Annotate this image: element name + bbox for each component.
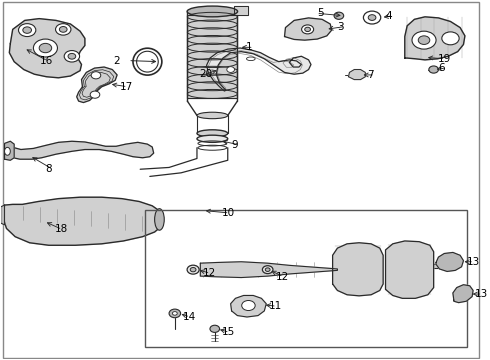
- Ellipse shape: [155, 209, 164, 230]
- Polygon shape: [348, 69, 366, 80]
- Circle shape: [364, 11, 381, 24]
- Text: 6: 6: [439, 63, 445, 73]
- Circle shape: [418, 36, 430, 44]
- Circle shape: [412, 31, 436, 49]
- Polygon shape: [285, 18, 332, 40]
- Ellipse shape: [246, 57, 255, 60]
- Polygon shape: [77, 67, 117, 103]
- Circle shape: [91, 72, 101, 79]
- Text: 16: 16: [40, 56, 53, 66]
- Text: 18: 18: [54, 225, 68, 234]
- Ellipse shape: [305, 27, 311, 32]
- Bar: [145, 211, 467, 347]
- Circle shape: [23, 27, 31, 33]
- Text: 17: 17: [120, 82, 133, 92]
- Circle shape: [169, 309, 181, 318]
- Ellipse shape: [197, 135, 228, 142]
- Text: 7: 7: [368, 70, 374, 80]
- Polygon shape: [200, 262, 338, 278]
- Circle shape: [334, 12, 343, 19]
- Circle shape: [429, 66, 439, 73]
- Text: 19: 19: [438, 54, 451, 64]
- Ellipse shape: [133, 48, 162, 75]
- Polygon shape: [207, 48, 311, 91]
- Polygon shape: [3, 197, 163, 245]
- Polygon shape: [0, 205, 4, 225]
- Polygon shape: [333, 243, 383, 296]
- Circle shape: [39, 43, 51, 53]
- Circle shape: [68, 53, 76, 59]
- Text: 5: 5: [318, 8, 324, 18]
- Text: 12: 12: [276, 272, 289, 282]
- Text: 10: 10: [222, 208, 235, 218]
- Ellipse shape: [197, 130, 228, 137]
- Circle shape: [442, 32, 459, 45]
- Text: 15: 15: [222, 327, 235, 337]
- Text: 9: 9: [232, 140, 238, 150]
- Text: 11: 11: [269, 301, 282, 311]
- Text: 2: 2: [113, 55, 120, 66]
- Polygon shape: [8, 141, 154, 159]
- Polygon shape: [231, 296, 266, 317]
- Circle shape: [59, 27, 67, 32]
- Text: 14: 14: [183, 312, 196, 322]
- Ellipse shape: [190, 267, 196, 272]
- Circle shape: [55, 24, 71, 35]
- Polygon shape: [436, 252, 464, 271]
- Text: 20: 20: [199, 69, 212, 79]
- Ellipse shape: [302, 25, 314, 34]
- Circle shape: [64, 50, 79, 62]
- Text: 4: 4: [386, 11, 392, 21]
- Circle shape: [33, 39, 57, 57]
- Circle shape: [242, 301, 255, 311]
- Text: 12: 12: [203, 268, 216, 278]
- Polygon shape: [187, 15, 237, 98]
- Ellipse shape: [262, 266, 273, 274]
- Text: 1: 1: [246, 42, 253, 52]
- Polygon shape: [453, 285, 473, 303]
- Circle shape: [227, 67, 235, 72]
- Ellipse shape: [187, 265, 199, 274]
- Text: 3: 3: [338, 22, 344, 32]
- Ellipse shape: [265, 268, 270, 271]
- Circle shape: [368, 15, 376, 21]
- Circle shape: [210, 325, 220, 332]
- Ellipse shape: [197, 112, 228, 119]
- Text: 13: 13: [474, 289, 488, 299]
- Circle shape: [19, 24, 36, 37]
- Ellipse shape: [4, 147, 10, 155]
- Text: 8: 8: [45, 164, 51, 174]
- Polygon shape: [4, 141, 14, 160]
- Ellipse shape: [187, 6, 238, 17]
- Circle shape: [90, 91, 100, 98]
- Text: 13: 13: [466, 257, 480, 267]
- Ellipse shape: [137, 51, 158, 72]
- Polygon shape: [405, 17, 465, 60]
- Polygon shape: [9, 19, 85, 78]
- Polygon shape: [386, 241, 434, 298]
- Circle shape: [172, 312, 177, 315]
- Polygon shape: [234, 6, 248, 15]
